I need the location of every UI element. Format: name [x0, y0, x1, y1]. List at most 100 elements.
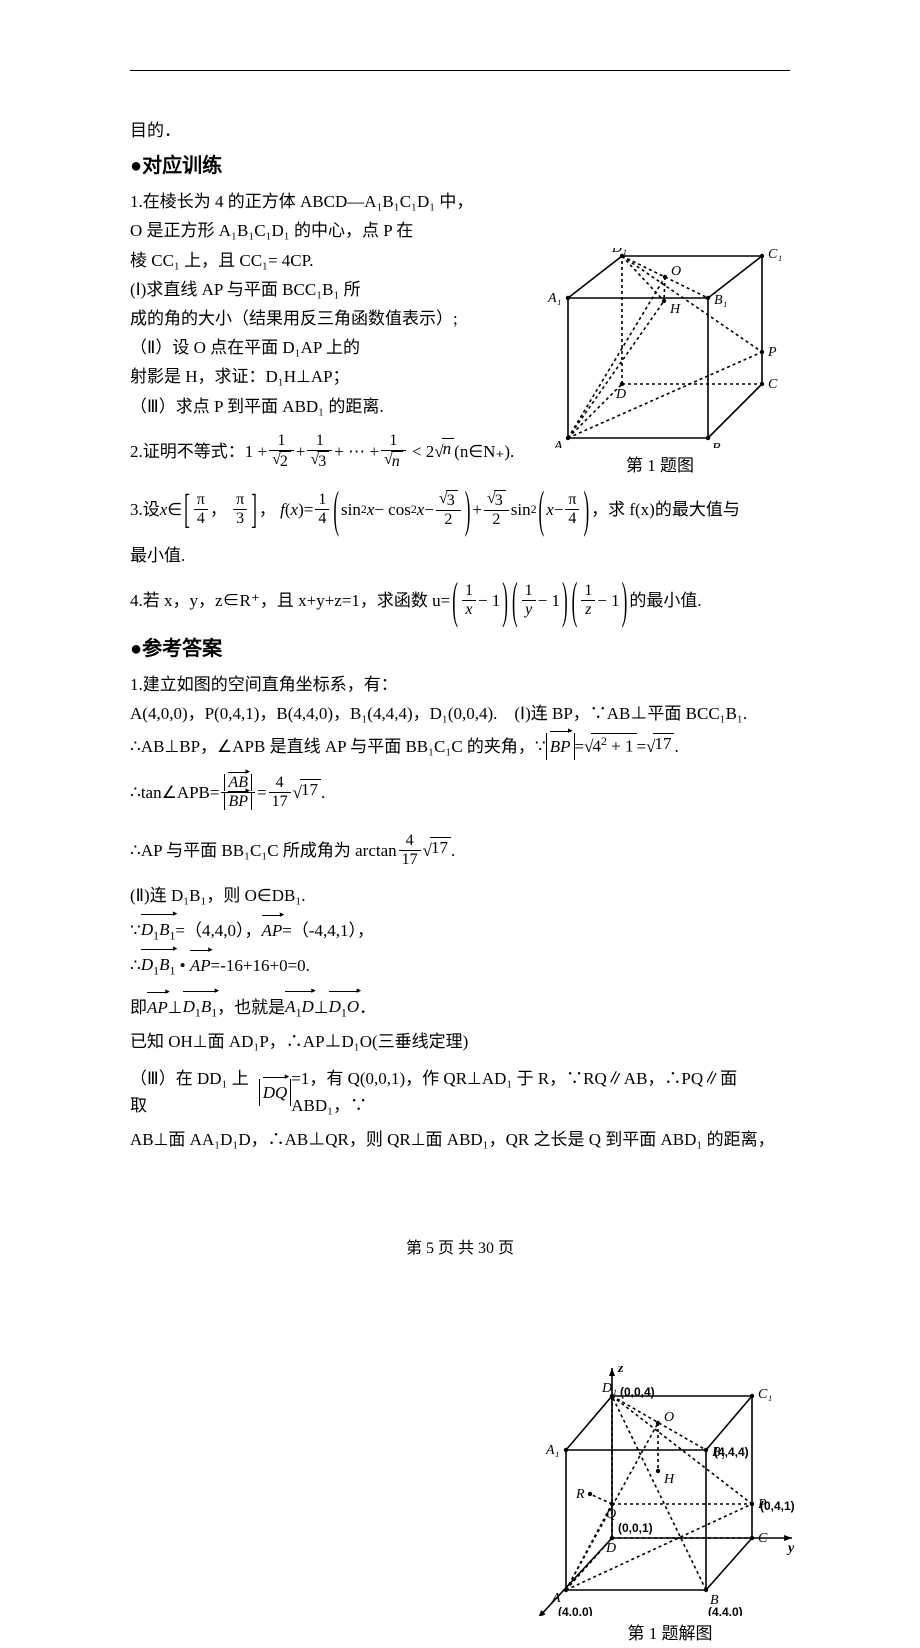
svg-text:z: z: [617, 1366, 624, 1376]
p1-line: （Ⅲ）求点 P 到平面 ABD₁ 的距离.: [130, 393, 510, 420]
svg-text:A: A: [551, 1591, 561, 1606]
svg-text:A: A: [553, 439, 563, 448]
svg-text:C₁: C₁: [768, 248, 782, 262]
a1-line3-expr: ∵BP▸= 42 + 1 = 17.: [535, 733, 679, 760]
footer-prefix: 第: [406, 1240, 426, 1257]
a1-line9-expr2: A1D▸ ⊥ D1O▸: [285, 993, 359, 1022]
a1-line4: ∴tan∠APB= AB▸ BP▸ = 417 17 .: [130, 766, 490, 818]
a1-line11b: =1，有 Q(0,0,1)，作 QR⊥AD₁ 于 R，∵RQ∥AB，∴PQ∥面 …: [291, 1065, 790, 1119]
svg-text:O: O: [664, 1410, 674, 1425]
a1-line8-expr: D1B1▸ • AP▸: [141, 951, 211, 980]
intro-tail: 目的．: [130, 117, 790, 144]
footer-page: 5: [426, 1240, 434, 1257]
p1-line: O 是正方形 A₁B₁C₁D₁ 的中心，点 P 在: [130, 217, 510, 244]
p1-line: (Ⅰ)求直线 AP 与平面 BCC₁B₁ 所: [130, 276, 510, 303]
a1-line7: ∵ D1B1▸ = （4,4,0）， AP▸ = （-4,4,1），: [130, 916, 490, 945]
a1-line6: (Ⅱ)连 D₁B₁，则 O∈DB₁.: [130, 882, 490, 909]
svg-text:P: P: [767, 345, 777, 360]
figure-1: ABCDA₁B₁C₁D₁OHP 第 1 题图: [530, 248, 790, 479]
a1-line9-expr1: AP▸ ⊥ D1B1▸: [147, 993, 217, 1022]
page-footer: 第 5 页 共 30 页: [0, 1236, 920, 1262]
p2-suffix: (n∈N₊).: [454, 438, 514, 465]
svg-text:x: x: [533, 1615, 541, 1616]
a1-line7-ap: AP▸ =: [262, 917, 292, 944]
a1-line3: ∴AB⊥BP，∠APB 是直线 AP 与平面 BB₁C₁C 的夹角， ∵BP▸=…: [130, 733, 790, 760]
a1-line11-dq: DQ▸: [259, 1079, 292, 1106]
a1-line9-end: ．: [359, 994, 376, 1021]
p2-prefix: 2.证明不等式：: [130, 438, 245, 465]
p1-line: 射影是 H，求证：D₁H⊥AP；: [130, 363, 510, 390]
a1-line10: 已知 OH⊥面 AD₁P，∴AP⊥D₁O(三垂线定理): [130, 1028, 790, 1055]
a1-line8: ∴ D1B1▸ • AP▸ =-16+16+0=0.: [130, 951, 490, 980]
p3-tail2: 最小值.: [130, 542, 790, 569]
svg-text:A₁: A₁: [547, 291, 561, 306]
page: 目的． ●对应训练 1.在棱长为 4 的正方体 ABCD—A₁B₁C₁D₁ 中，…: [0, 0, 920, 1302]
figure-2: zyxABCDA₁B₁C₁D₁OHPQR(4,0,0)(4,4,0)(0,0,1…: [530, 1366, 810, 1647]
p1-line: 成的角的大小（结果用反三角函数值表示）;: [130, 305, 510, 332]
a1-line11a: （Ⅲ）在 DD₁ 上取: [130, 1065, 259, 1119]
svg-text:(0,4,1): (0,4,1): [760, 1499, 795, 1513]
svg-text:(0,0,1): (0,0,1): [618, 1521, 653, 1535]
a1-line3-pre: ∴AB⊥BP，∠APB 是直线 AP 与平面 BB₁C₁C 的夹角，: [130, 733, 535, 760]
p3-fx: f(x)= 14 ( sin2x − cos2x − 32 ) + 32 sin…: [280, 490, 591, 530]
a1-line9: 即 AP▸ ⊥ D1B1▸ ，也就是 A1D▸ ⊥ D1O▸ ．: [130, 993, 790, 1022]
svg-text:D₁: D₁: [611, 248, 627, 256]
svg-text:B₁: B₁: [714, 293, 727, 308]
svg-text:C: C: [758, 1531, 768, 1546]
p4-prefix: 4.若 x，y，z∈R⁺，且 x+y+z=1，求函数 u=: [130, 587, 450, 614]
p1-line: （Ⅱ）设 O 点在平面 D₁AP 上的: [130, 334, 510, 361]
heading-answers: ●参考答案: [130, 633, 790, 665]
top-rule: [130, 70, 790, 71]
footer-total: 30: [478, 1240, 494, 1257]
svg-text:A₁: A₁: [545, 1443, 559, 1458]
svg-text:D: D: [605, 1541, 616, 1556]
svg-text:D: D: [615, 387, 626, 402]
svg-text:O: O: [671, 264, 681, 279]
p3-tail: ，求 f(x)的最大值与: [591, 496, 740, 523]
a1-d1b1: （4,4,0），: [185, 917, 262, 944]
svg-text:R: R: [575, 1487, 585, 1502]
svg-text:y: y: [786, 1541, 795, 1556]
footer-mid: 页 共: [434, 1240, 478, 1257]
content-area: 目的． ●对应训练 1.在棱长为 4 的正方体 ABCD—A₁B₁C₁D₁ 中，…: [130, 115, 790, 1155]
svg-text:D₁: D₁: [601, 1381, 617, 1396]
answer-1: 1.建立如图的空间直角坐标系，有： A(4,0,0)，P(0,4,1)，B(4,…: [130, 671, 790, 1153]
p1-line: 棱 CC₁ 上，且 CC₁= 4CP.: [130, 247, 510, 274]
svg-text:(4,0,0): (4,0,0): [558, 1605, 593, 1616]
svg-text:H: H: [663, 1472, 675, 1487]
p1-line: 1.在棱长为 4 的正方体 ABCD—A₁B₁C₁D₁ 中，: [130, 188, 510, 215]
problem-1: 1.在棱长为 4 的正方体 ABCD—A₁B₁C₁D₁ 中， O 是正方形 A₁…: [130, 188, 790, 420]
a1-line5-expr: 417 17 .: [397, 832, 456, 870]
a1-line7-pre: ∵: [130, 917, 141, 944]
p3-prefix: 3.设: [130, 496, 160, 523]
footer-suffix: 页: [494, 1240, 514, 1257]
p4-tail: 的最小值.: [629, 587, 701, 614]
problem-4: 4.若 x，y，z∈R⁺，且 x+y+z=1，求函数 u= ( 1x − 1 )…: [130, 575, 790, 627]
problem-1-text: 1.在棱长为 4 的正方体 ABCD—A₁B₁C₁D₁ 中， O 是正方形 A₁…: [130, 188, 510, 420]
svg-text:(0,0,4): (0,0,4): [620, 1385, 655, 1399]
a1-line5: ∴AP 与平面 BB₁C₁C 所成角为 arctan 417 17 .: [130, 824, 490, 876]
heading-exercises: ●对应训练: [130, 150, 790, 182]
a1-line11: （Ⅲ）在 DD₁ 上取 DQ▸ =1，有 Q(0,0,1)，作 QR⊥AD₁ 于…: [130, 1065, 790, 1119]
p3-range: x∈ [ π4， π3 ]，: [160, 491, 280, 529]
figure-1-svg: ABCDA₁B₁C₁D₁OHP: [530, 248, 790, 448]
a1-line5-pre: ∴AP 与平面 BB₁C₁C 所成角为 arctan: [130, 837, 397, 864]
svg-text:H: H: [669, 302, 681, 317]
a1-ap: （-4,4,1），: [292, 917, 374, 944]
svg-text:Q: Q: [606, 1507, 616, 1522]
p4-expr: ( 1x − 1 ) ( 1y − 1 ) ( 1z − 1 ): [450, 582, 629, 620]
problem-3: 3.设 x∈ [ π4， π3 ]， f(x)= 14 ( sin2x − co…: [130, 484, 790, 536]
svg-text:C₁: C₁: [758, 1387, 772, 1402]
svg-text:C: C: [768, 377, 778, 392]
a1-line4-pre: ∴tan∠APB=: [130, 779, 219, 806]
a1-line8-pre: ∴: [130, 952, 141, 979]
svg-text:(4,4,0): (4,4,0): [708, 1605, 743, 1616]
a1-line2: A(4,0,0)，P(0,4,1)，B(4,4,0)，B₁(4,4,4)，D₁(…: [130, 700, 790, 727]
svg-text:(4,4,4): (4,4,4): [714, 1445, 749, 1459]
a1-line4-expr: AB▸ BP▸ = 417 17 .: [219, 774, 325, 812]
a1-line9-mid: ，也就是: [217, 994, 285, 1021]
figure-1-caption: 第 1 题图: [530, 452, 790, 479]
a1-line8-val: =-16+16+0=0.: [211, 952, 310, 979]
a1-line1: 1.建立如图的空间直角坐标系，有：: [130, 671, 790, 698]
p2-expr: 1 + 12 + 13 + ⋯ + 1n < 2n: [245, 432, 454, 472]
